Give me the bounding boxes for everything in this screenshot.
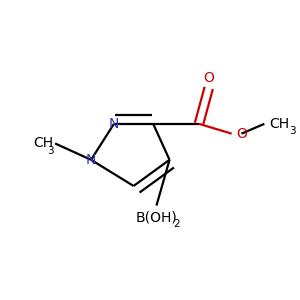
Text: O: O xyxy=(203,71,214,85)
Text: 2: 2 xyxy=(173,219,179,229)
Text: 3: 3 xyxy=(47,146,53,156)
Text: B(OH): B(OH) xyxy=(136,210,177,224)
Text: 3: 3 xyxy=(289,126,296,136)
Text: N: N xyxy=(109,117,119,131)
Text: CH: CH xyxy=(33,136,53,151)
Text: O: O xyxy=(236,127,247,141)
Text: CH: CH xyxy=(269,117,290,131)
Text: N: N xyxy=(86,153,96,167)
